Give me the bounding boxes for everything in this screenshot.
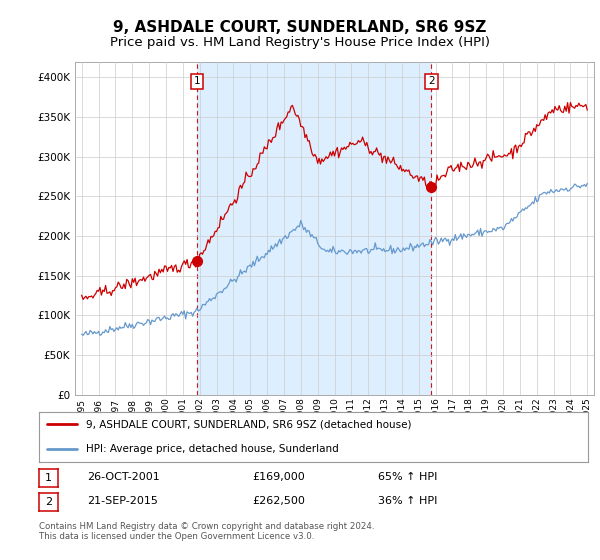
Text: 1: 1 — [194, 76, 200, 86]
Text: 65% ↑ HPI: 65% ↑ HPI — [378, 472, 437, 482]
Text: 2: 2 — [45, 497, 52, 507]
Text: 21-SEP-2015: 21-SEP-2015 — [87, 496, 158, 506]
Text: £169,000: £169,000 — [252, 472, 305, 482]
Text: Price paid vs. HM Land Registry's House Price Index (HPI): Price paid vs. HM Land Registry's House … — [110, 36, 490, 49]
Text: HPI: Average price, detached house, Sunderland: HPI: Average price, detached house, Sund… — [86, 445, 338, 454]
Text: 36% ↑ HPI: 36% ↑ HPI — [378, 496, 437, 506]
Text: 2: 2 — [428, 76, 435, 86]
Text: 9, ASHDALE COURT, SUNDERLAND, SR6 9SZ (detached house): 9, ASHDALE COURT, SUNDERLAND, SR6 9SZ (d… — [86, 419, 411, 429]
Text: 26-OCT-2001: 26-OCT-2001 — [87, 472, 160, 482]
Text: 1: 1 — [45, 473, 52, 483]
Bar — [197, 62, 431, 395]
Text: 9, ASHDALE COURT, SUNDERLAND, SR6 9SZ: 9, ASHDALE COURT, SUNDERLAND, SR6 9SZ — [113, 20, 487, 35]
Text: Contains HM Land Registry data © Crown copyright and database right 2024.
This d: Contains HM Land Registry data © Crown c… — [39, 522, 374, 542]
Text: £262,500: £262,500 — [252, 496, 305, 506]
